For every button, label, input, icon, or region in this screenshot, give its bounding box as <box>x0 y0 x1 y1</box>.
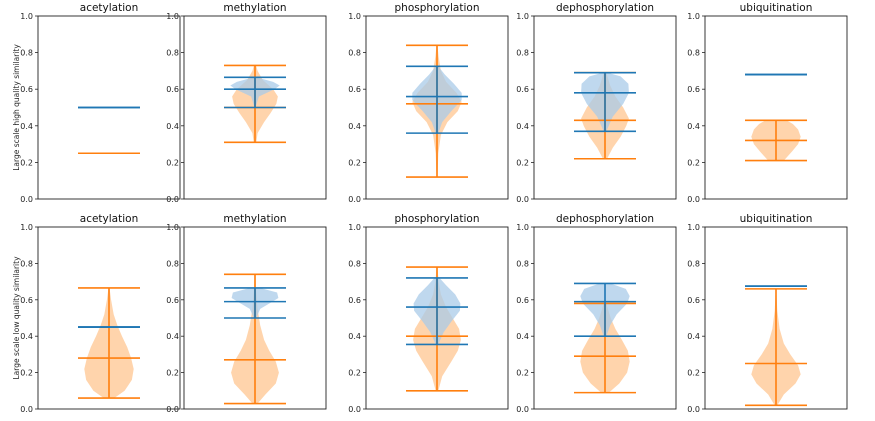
y-tick-label: 0.6 <box>687 85 700 94</box>
y-tick-label: 0.0 <box>20 405 33 414</box>
y-tick-label: 0.0 <box>516 195 529 204</box>
y-tick-label: 0.8 <box>166 259 179 268</box>
y-tick-label: 0.0 <box>166 195 179 204</box>
y-tick-label: 0.4 <box>166 332 179 341</box>
y-tick-label: 0.2 <box>20 369 33 378</box>
panel-ubiquitination: ubiquitination 0.0 0.2 0.4 0.6 0.8 1.0 <box>687 2 848 204</box>
y-tick-label: 0.0 <box>348 405 361 414</box>
y-axis-label: Large scale low quality similarity <box>12 256 21 380</box>
y-tick-label: 0.8 <box>687 259 700 268</box>
y-tick-label: 1.0 <box>166 12 179 21</box>
y-tick-label: 0.8 <box>687 49 700 58</box>
y-tick-label: 0.4 <box>20 122 33 131</box>
panel-frame <box>533 226 677 410</box>
y-tick-label: 0.2 <box>687 158 700 167</box>
y-tick-label: 0.4 <box>348 122 361 131</box>
y-tick-label: 0.0 <box>687 405 700 414</box>
y-tick-label: 0.6 <box>687 296 700 305</box>
panel-frame <box>183 226 327 410</box>
panel-ubiquitination: ubiquitination 0.0 0.2 0.4 0.6 0.8 1.0 <box>687 213 848 414</box>
panel-dephosphorylation: dephosphorylation 0.0 0.2 0.4 0.6 0.8 1.0 <box>516 2 677 204</box>
y-tick-label: 0.6 <box>516 296 529 305</box>
y-tick-label: 0.0 <box>166 405 179 414</box>
y-tick-label: 1.0 <box>20 12 33 21</box>
panel-title: dephosphorylation <box>556 2 654 14</box>
y-tick-label: 1.0 <box>348 223 361 232</box>
panel-dephosphorylation: dephosphorylation 0.0 0.2 0.4 0.6 0.8 1.0 <box>516 213 677 414</box>
y-tick-label: 0.6 <box>348 85 361 94</box>
y-tick-label: 0.6 <box>516 85 529 94</box>
y-tick-label: 0.4 <box>516 332 529 341</box>
panel-title: ubiquitination <box>740 2 813 14</box>
panel-title: ubiquitination <box>740 213 813 225</box>
panel-title: phosphorylation <box>395 2 480 14</box>
y-tick-label: 0.6 <box>20 85 33 94</box>
y-tick-label: 0.8 <box>348 49 361 58</box>
panel-frame <box>183 15 327 200</box>
y-tick-label: 0.2 <box>516 369 529 378</box>
y-tick-label: 0.2 <box>166 158 179 167</box>
panel-title: phosphorylation <box>395 213 480 225</box>
y-tick-label: 1.0 <box>20 223 33 232</box>
y-tick-label: 0.4 <box>516 122 529 131</box>
y-tick-label: 0.8 <box>516 259 529 268</box>
panel-phosphorylation: phosphorylation 0.0 0.2 0.4 0.6 0.8 1.0 <box>348 213 509 414</box>
y-tick-label: 0.6 <box>348 296 361 305</box>
y-tick-label: 0.4 <box>166 122 179 131</box>
y-tick-label: 0.4 <box>348 332 361 341</box>
y-tick-label: 0.6 <box>20 296 33 305</box>
panel-title: methylation <box>223 213 286 225</box>
panel-frame <box>365 15 509 200</box>
panel-frame <box>533 15 677 200</box>
y-tick-label: 0.8 <box>20 49 33 58</box>
y-tick-label: 0.2 <box>516 158 529 167</box>
panel-title: acetylation <box>80 2 138 14</box>
y-tick-label: 0.0 <box>20 195 33 204</box>
y-tick-label: 1.0 <box>166 223 179 232</box>
y-tick-label: 0.4 <box>687 122 700 131</box>
y-tick-label: 1.0 <box>348 12 361 21</box>
panel-frame <box>704 226 848 410</box>
y-tick-label: 0.6 <box>166 85 179 94</box>
y-tick-label: 0.8 <box>348 259 361 268</box>
y-tick-label: 0.8 <box>516 49 529 58</box>
y-tick-label: 1.0 <box>687 223 700 232</box>
y-tick-label: 0.2 <box>20 158 33 167</box>
y-tick-label: 0.6 <box>166 296 179 305</box>
y-tick-label: 0.2 <box>166 369 179 378</box>
y-tick-label: 0.2 <box>687 369 700 378</box>
y-tick-label: 0.8 <box>166 49 179 58</box>
panel-title: dephosphorylation <box>556 213 654 225</box>
panel-frame <box>704 15 848 200</box>
y-tick-label: 0.0 <box>687 195 700 204</box>
panel-phosphorylation: phosphorylation 0.0 0.2 0.4 0.6 0.8 1.0 <box>348 2 509 204</box>
panel-title: acetylation <box>80 213 138 225</box>
panel-acetylation: acetylation 0.0 0.2 0.4 0.6 0.8 1.0 <box>20 213 181 414</box>
panel-title: methylation <box>223 2 286 14</box>
y-axis-label: Large scale high quality similarity <box>12 44 21 171</box>
y-tick-label: 0.0 <box>516 405 529 414</box>
panel-methylation: methylation 0.0 0.2 0.4 0.6 0.8 1.0 <box>166 2 327 204</box>
y-tick-label: 0.0 <box>348 195 361 204</box>
y-tick-label: 0.4 <box>687 332 700 341</box>
y-tick-label: 0.8 <box>20 259 33 268</box>
y-tick-label: 0.2 <box>348 369 361 378</box>
panel-frame <box>365 226 509 410</box>
panel-frame <box>37 15 181 200</box>
y-tick-label: 1.0 <box>687 12 700 21</box>
y-tick-label: 0.4 <box>20 332 33 341</box>
panel-frame <box>37 226 181 410</box>
panel-acetylation: acetylation 0.0 0.2 0.4 0.6 0.8 1.0 <box>20 2 181 204</box>
y-tick-label: 1.0 <box>516 12 529 21</box>
panel-methylation: methylation 0.0 0.2 0.4 0.6 0.8 1.0 <box>166 213 327 414</box>
y-tick-label: 1.0 <box>516 223 529 232</box>
y-tick-label: 0.2 <box>348 158 361 167</box>
